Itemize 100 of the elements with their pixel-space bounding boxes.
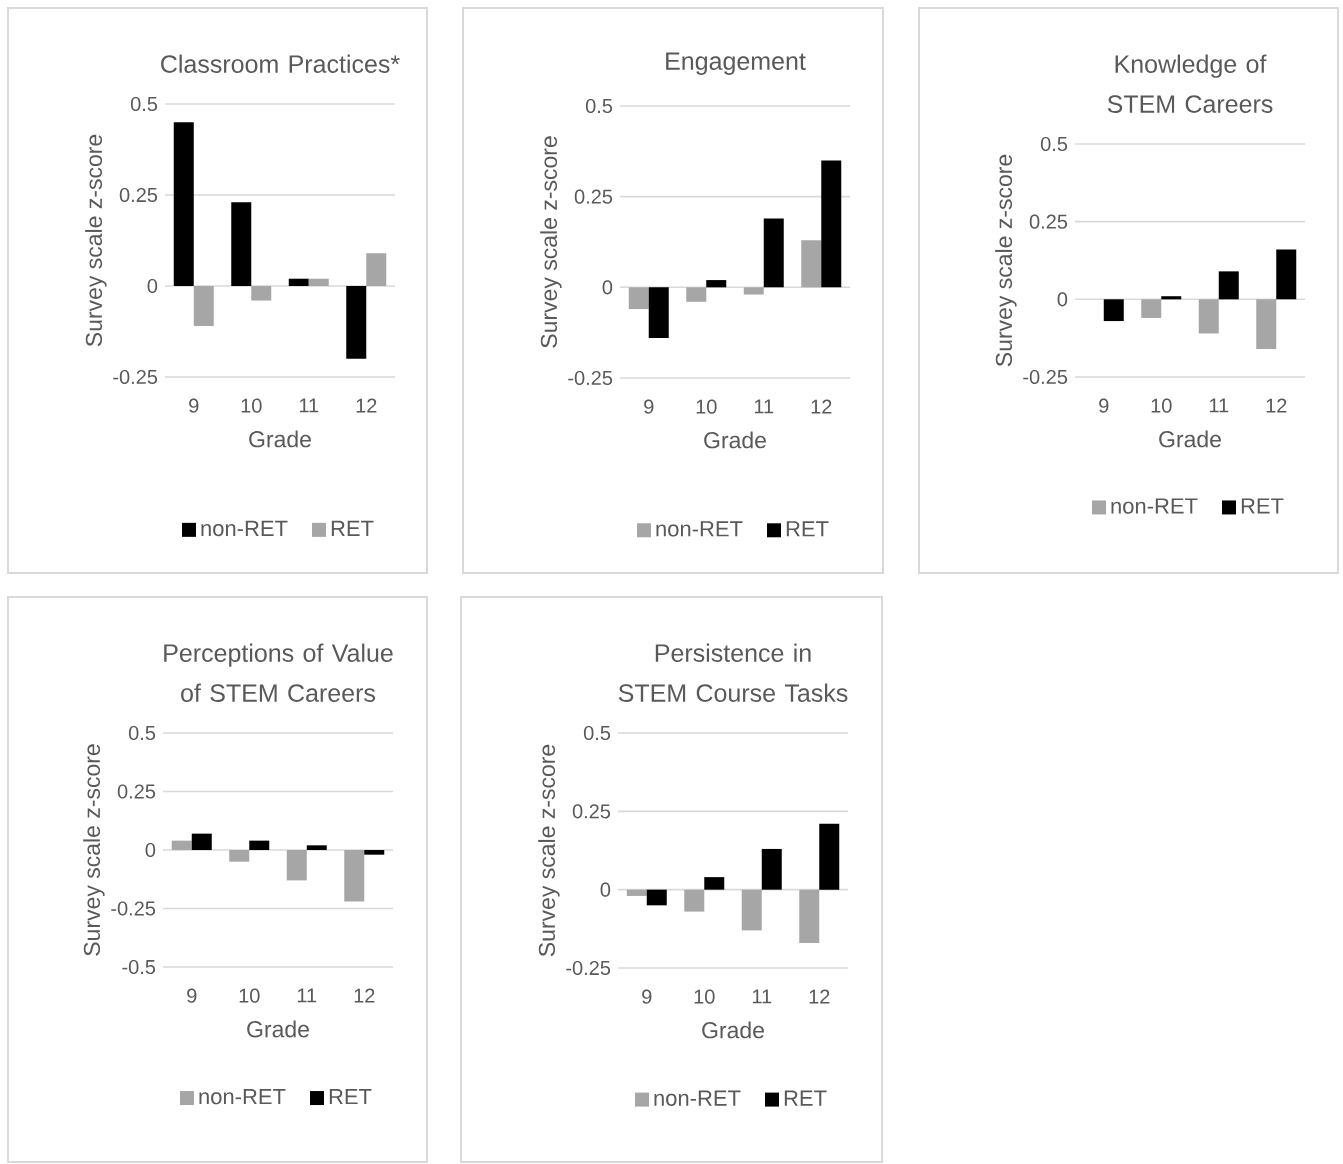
- x-tick-label: 12: [809, 989, 830, 1004]
- bar: [251, 285, 272, 301]
- x-tick-label: 10: [1151, 398, 1172, 413]
- bar: [1161, 296, 1182, 300]
- x-tick-label: 11: [299, 398, 319, 413]
- x-axis-title: Grade: [1159, 430, 1221, 448]
- bar: [1218, 271, 1239, 300]
- chart-title: Persistence in STEM Course Tasks: [618, 643, 848, 702]
- x-tick-label: 11: [297, 988, 317, 1003]
- bar: [819, 823, 840, 890]
- legend-label: RET: [1241, 498, 1284, 514]
- bar: [346, 285, 367, 359]
- y-tick-label: 0: [1057, 292, 1068, 307]
- legend-label: non-RET: [199, 1089, 286, 1105]
- y-tick-label: 0: [147, 278, 158, 294]
- x-tick-label: 9: [187, 988, 197, 1003]
- legend-label: non-RET: [201, 520, 288, 537]
- bar: [761, 848, 782, 890]
- x-tick-label: 11: [1209, 398, 1229, 413]
- bar: [801, 240, 822, 288]
- y-tick-label: 0: [145, 842, 156, 858]
- x-axis-title: Grade: [247, 1020, 309, 1038]
- bar: [306, 845, 327, 851]
- x-tick-label: 10: [239, 988, 260, 1003]
- y-tick-label: -0.25: [113, 369, 158, 385]
- y-axis-title: Survey scale z-score: [540, 136, 562, 348]
- chart-title: Knowledge of STEM Careers: [1107, 54, 1273, 113]
- y-tick-label: -0.25: [111, 901, 156, 916]
- bar: [366, 253, 387, 286]
- bar: [763, 218, 784, 288]
- y-tick-label: 0: [602, 280, 613, 295]
- bar: [344, 850, 365, 902]
- x-tick-label: 12: [356, 398, 377, 413]
- legend-label: RET: [329, 1089, 372, 1105]
- y-tick-label: 0.25: [1029, 214, 1068, 229]
- x-tick-label: 10: [694, 989, 715, 1004]
- x-tick-label: 9: [644, 399, 654, 414]
- bar: [821, 160, 842, 288]
- bar: [364, 850, 385, 855]
- chart-title: Classroom Practices*: [161, 54, 400, 73]
- y-tick-label: 0.5: [130, 96, 158, 112]
- bar: [743, 287, 764, 295]
- y-axis-title: Survey scale z-score: [85, 134, 107, 347]
- bar: [648, 287, 669, 339]
- bar: [1103, 299, 1124, 322]
- y-axis-title: Survey scale z-score: [995, 154, 1017, 367]
- x-tick-label: 10: [241, 398, 262, 413]
- bar: [1256, 299, 1277, 350]
- legend-label: RET: [331, 520, 374, 536]
- y-tick-label: 0.25: [572, 804, 611, 819]
- y-tick-label: 0.5: [583, 725, 611, 741]
- chart-title: Perceptions of Value of STEM Careers: [164, 643, 393, 702]
- bar: [704, 877, 725, 890]
- chart-title: Engagement: [666, 52, 806, 75]
- x-tick-label: 9: [642, 989, 652, 1004]
- x-axis-title: Grade: [704, 431, 766, 449]
- bar: [308, 278, 329, 286]
- x-tick-label: 12: [811, 399, 832, 414]
- legend-label: RET: [786, 521, 829, 537]
- x-tick-label: 11: [754, 399, 774, 414]
- bar: [288, 278, 309, 286]
- bar: [684, 889, 705, 912]
- x-tick-label: 9: [189, 398, 199, 413]
- y-tick-label: -0.25: [568, 370, 613, 386]
- y-tick-label: -0.25: [566, 960, 611, 976]
- bar: [1198, 299, 1219, 334]
- y-tick-label: -0.5: [122, 959, 156, 975]
- bar: [249, 840, 270, 851]
- y-axis-title: Survey scale z-score: [538, 744, 560, 957]
- x-tick-label: 10: [696, 399, 717, 414]
- bar: [628, 287, 649, 310]
- y-tick-label: -0.25: [1023, 369, 1068, 385]
- y-tick-label: 0.25: [119, 187, 158, 203]
- x-axis-title: Grade: [702, 1021, 764, 1039]
- y-tick-label: 0: [600, 882, 611, 897]
- bar: [171, 840, 192, 851]
- bar: [686, 287, 707, 302]
- bar: [231, 202, 252, 286]
- bar: [286, 850, 307, 881]
- x-axis-title: Grade: [249, 430, 311, 448]
- legend-label: non-RET: [1111, 498, 1198, 514]
- legend-label: RET: [784, 1090, 827, 1106]
- y-tick-label: 0.5: [128, 725, 156, 741]
- bar: [706, 280, 727, 288]
- bar: [1141, 299, 1162, 318]
- bar: [193, 285, 214, 327]
- bar: [646, 889, 667, 906]
- bar: [626, 889, 647, 896]
- y-tick-label: 0.25: [574, 189, 613, 204]
- bar: [191, 833, 212, 851]
- legend-label: non-RET: [656, 521, 743, 537]
- x-tick-label: 11: [752, 989, 772, 1004]
- y-tick-label: 0.5: [1040, 136, 1068, 152]
- x-tick-label: 12: [1266, 398, 1287, 413]
- x-tick-label: 12: [354, 988, 375, 1003]
- bar: [799, 889, 820, 943]
- legend-label: non-RET: [654, 1090, 741, 1106]
- bar: [229, 850, 250, 862]
- y-axis-title: Survey scale z-score: [83, 744, 105, 956]
- bar: [741, 889, 762, 931]
